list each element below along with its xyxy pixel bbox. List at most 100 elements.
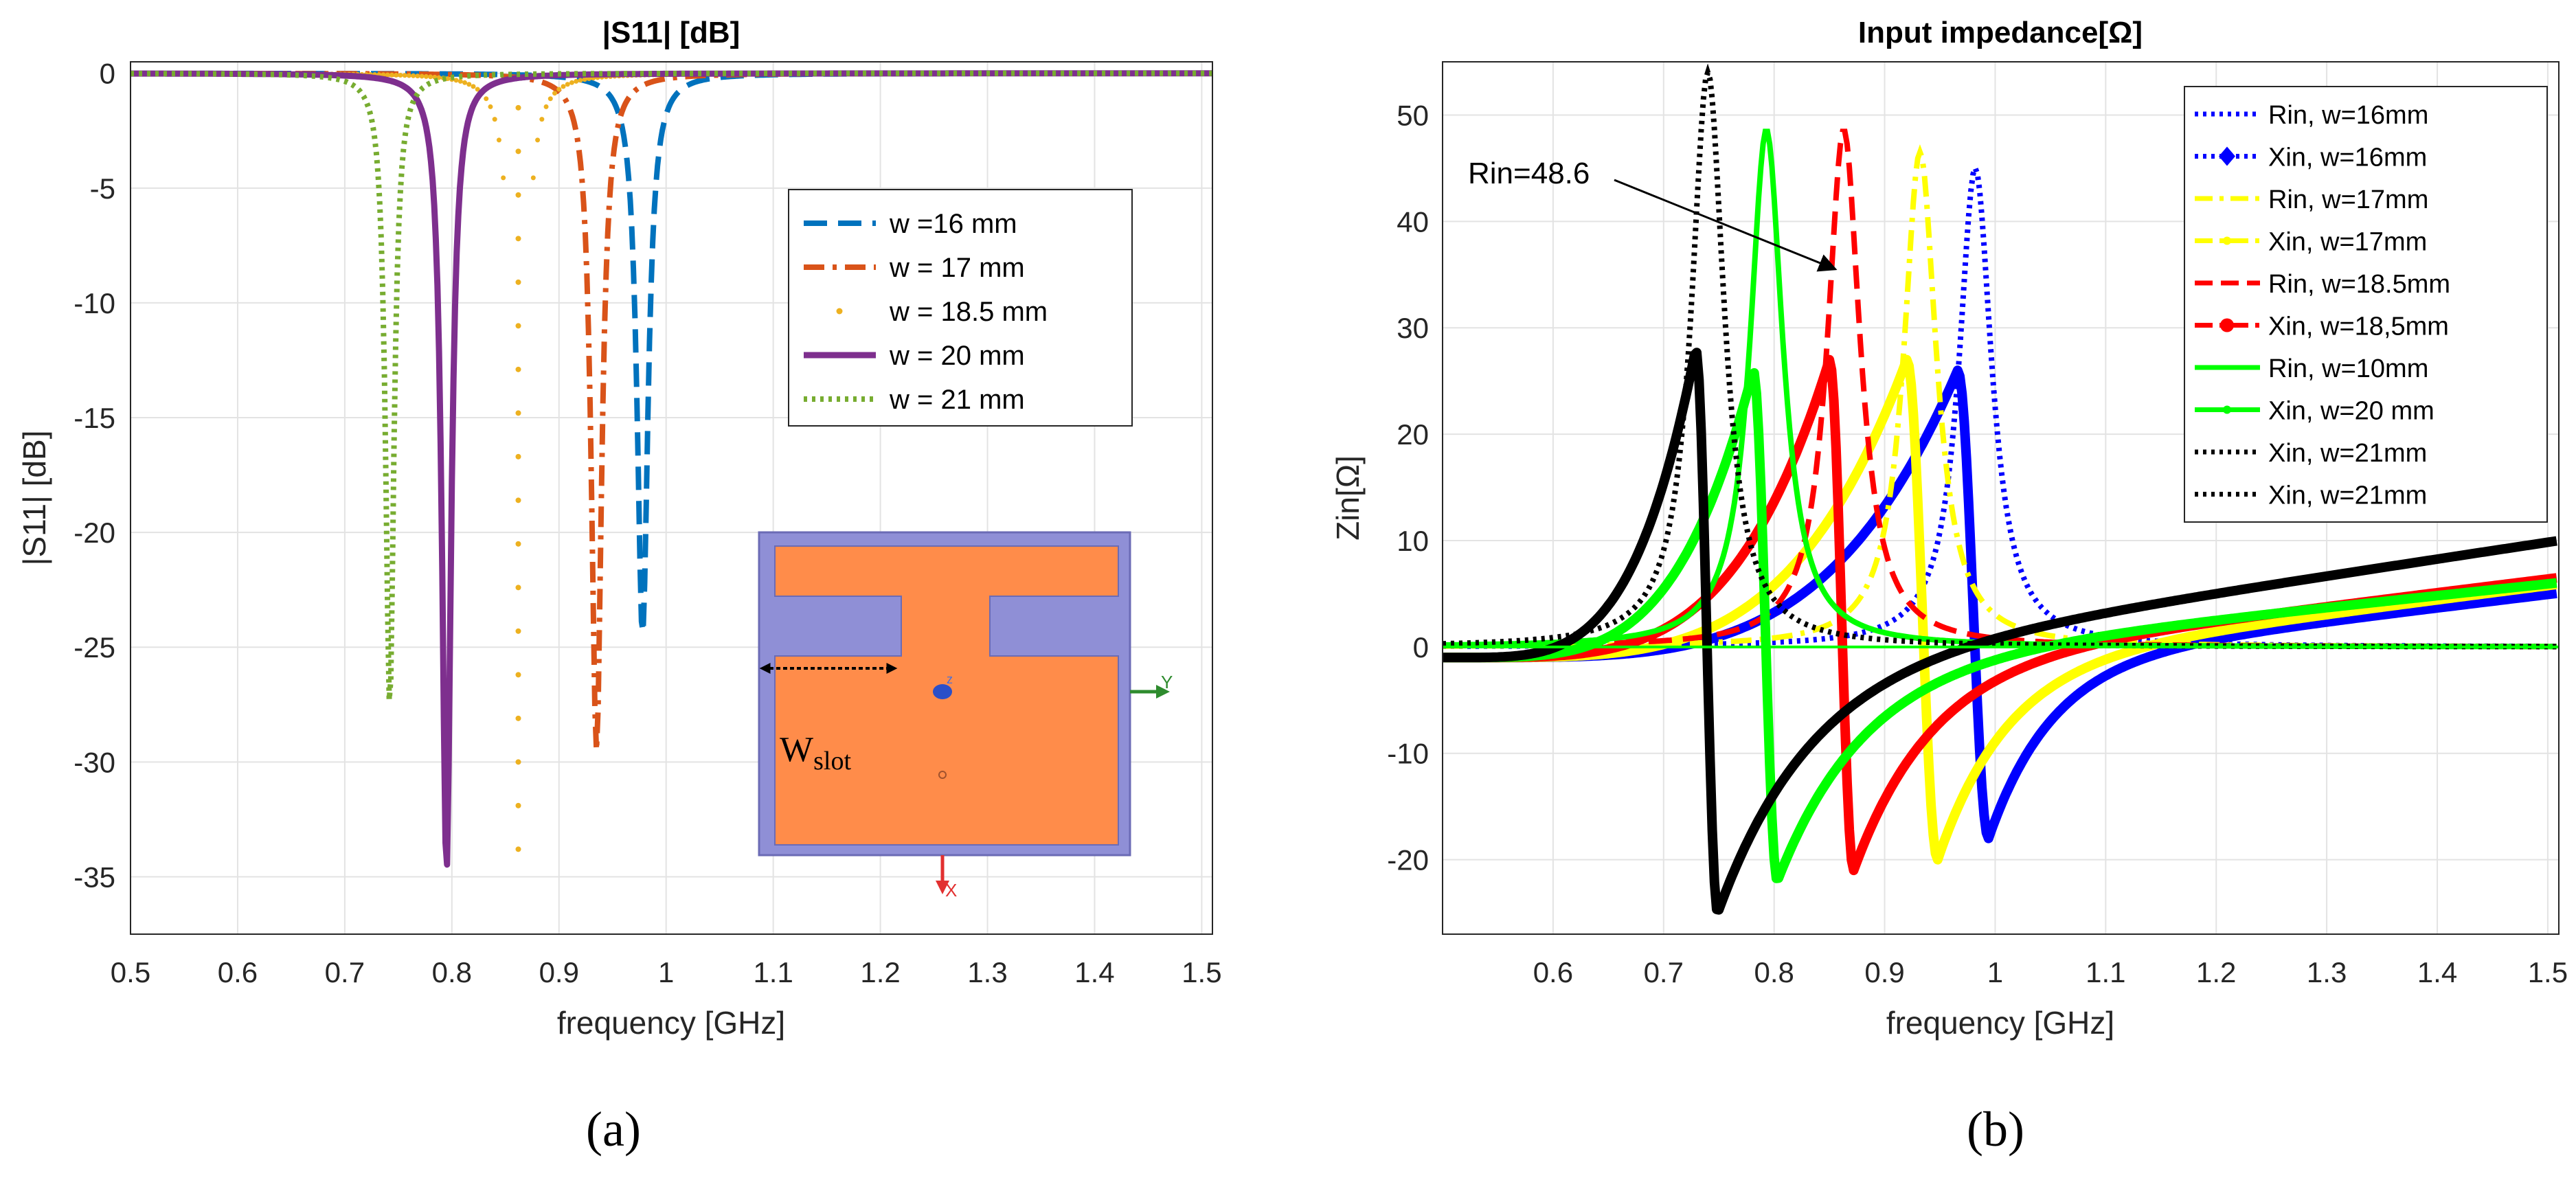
series-point: [471, 84, 476, 89]
legend-label: w = 21 mm: [889, 385, 1025, 415]
y-tick-label: -25: [74, 631, 115, 664]
s11-curves: [131, 70, 1212, 868]
x-tick-label: 0.9: [539, 956, 579, 988]
y-tick-label: -15: [74, 402, 115, 434]
xin-curve: [1443, 354, 2559, 865]
legend-label: Xin, w=17mm: [2268, 228, 2427, 257]
inset-x-arrow-icon: [936, 881, 949, 894]
y-tick-label: 20: [1397, 418, 1429, 451]
inset-axis-z: z: [947, 672, 953, 686]
legend-label: Rin, w=16mm: [2268, 101, 2428, 130]
feed-point-icon: [933, 684, 952, 699]
impedance-legend: Rin, w=16mm Xin, w=16mm Rin, w=17mm Xin, w=…: [2184, 86, 2548, 523]
x-tick-label: 0.8: [1754, 956, 1794, 988]
series-point: [515, 148, 521, 155]
series-point: [561, 84, 566, 89]
s11-chart: 0.5 0.6 0.7 0.8 0.9 1 1.1 1.2 1.3 1.4 1.5 0 -5 -10 -15…: [16, 16, 1222, 1157]
legend-swatch: [836, 308, 843, 315]
series-point: [515, 759, 521, 765]
series-point: [552, 91, 558, 96]
legend-label: Xin, w=20 mm: [2268, 397, 2434, 426]
legend-label: w = 18.5 mm: [889, 297, 1048, 327]
x-tick-label: 1.3: [967, 956, 1007, 988]
x-tick-label: 0.5: [111, 956, 150, 988]
series-point: [515, 585, 521, 591]
x-tick-label: 0.7: [1644, 956, 1684, 988]
series-point: [475, 87, 480, 92]
s11-title: |S11| [dB]: [602, 16, 741, 50]
legend-marker: [2223, 236, 2231, 245]
impedance-axes-box: [1442, 61, 2560, 935]
series-point: [569, 80, 574, 85]
y-tick-label: 10: [1397, 525, 1429, 557]
y-tick-label: 0: [1413, 631, 1429, 664]
x-tick-label: 1.4: [1074, 956, 1114, 988]
series-point: [389, 72, 394, 78]
legend-marker: [2220, 318, 2234, 332]
series-point: [556, 87, 562, 92]
s11-legend: w =16 mm w = 17 mm w = 18.5 mm w = 20 mm w =…: [788, 189, 1133, 427]
legend-marker: [2223, 405, 2231, 414]
series-point: [515, 236, 521, 242]
y-tick-label: 50: [1397, 99, 1429, 131]
series-point: [515, 366, 521, 372]
panel-b-label: (b): [1967, 1102, 2024, 1157]
xin-curve: [1443, 348, 2559, 915]
x-tick-label: 0.8: [432, 956, 472, 988]
series-point: [515, 410, 521, 416]
series-point: [515, 323, 521, 329]
s11-legend-box: [788, 189, 1133, 427]
series-point: [445, 76, 451, 82]
impedance-ylabel: Zin[Ω]: [1330, 455, 1366, 541]
series-point: [496, 137, 501, 143]
series-point: [547, 96, 553, 102]
series-point: [436, 75, 442, 80]
inset-axis-y: Y: [1161, 672, 1173, 692]
series-point: [411, 73, 416, 78]
legend-marker: [2219, 146, 2235, 166]
x-tick-label: 1.1: [2086, 956, 2125, 988]
x-tick-label: 1.2: [2196, 956, 2236, 988]
rin-annotation: Rin=48.6: [1468, 157, 1838, 272]
legend-label: Xin, w=21mm: [2268, 439, 2427, 468]
series-point: [515, 846, 521, 852]
series-point: [515, 453, 521, 460]
antenna-inset: Wslot z Y X: [758, 531, 1173, 901]
series-point: [457, 78, 463, 84]
s11-axes-box: [130, 61, 1213, 935]
x-tick-label: 1.5: [1182, 956, 1221, 988]
series-point: [515, 628, 521, 634]
y-tick-label: 30: [1397, 312, 1429, 344]
y-tick-label: 40: [1397, 205, 1429, 238]
series-point: [530, 175, 536, 181]
series-point: [406, 73, 411, 78]
slot-width-label: Wslot: [780, 730, 851, 775]
series-point: [394, 72, 399, 78]
legend-label: w =16 mm: [889, 209, 1017, 239]
x-tick-label: 1.1: [753, 956, 793, 988]
series-point: [515, 192, 521, 198]
series-point: [385, 72, 390, 78]
legend-label: Xin, w=21mm: [2268, 482, 2427, 510]
series-point: [539, 117, 545, 122]
y-tick-label: -10: [1387, 738, 1429, 770]
series-point: [428, 74, 433, 80]
impedance-legend-box: [2184, 86, 2548, 523]
series-point: [515, 715, 521, 721]
x-tick-label: 0.6: [1533, 956, 1573, 988]
legend-label: Rin, w=17mm: [2268, 185, 2428, 214]
x-tick-label: 0.6: [218, 956, 258, 988]
series-point: [565, 82, 570, 87]
y-tick-label: -20: [74, 517, 115, 549]
s11-ylabel: |S11| [dB]: [16, 431, 52, 566]
series-point: [515, 497, 521, 503]
legend-label: Xin, w=16mm: [2268, 144, 2427, 172]
impedance-xlabel: frequency [GHz]: [1886, 1005, 2114, 1041]
x-tick-label: 1.2: [860, 956, 900, 988]
impedance-chart: 0.6 0.7 0.8 0.9 1 1.1 1.2 1.3 1.4 1.5 50 40 30 20 10 0 -…: [1330, 16, 2568, 1157]
x-tick-label: 0.9: [1864, 956, 1904, 988]
series-point: [488, 104, 493, 109]
series-point: [484, 96, 489, 102]
legend-label: Xin, w=18,5mm: [2268, 313, 2449, 341]
series-point: [515, 802, 521, 808]
